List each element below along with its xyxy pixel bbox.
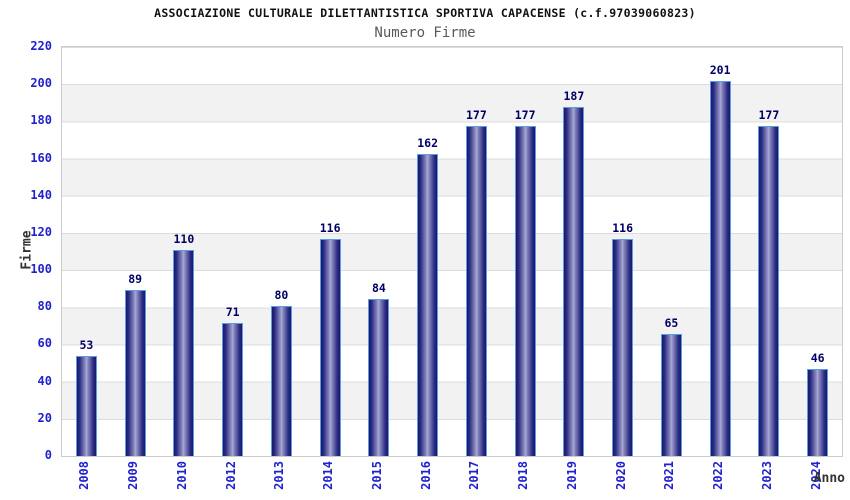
bar-2017[interactable]: [465, 126, 487, 456]
x-tick-label-2015: 2015: [369, 461, 384, 490]
y-tick-label: 80: [37, 299, 52, 314]
bar-value-label: 71: [225, 305, 240, 319]
chart-subtitle: Numero Firme: [374, 25, 476, 41]
bar-2021[interactable]: [660, 334, 682, 456]
bar-value-label: 84: [371, 281, 386, 295]
x-tick-label-2009: 2009: [126, 461, 141, 490]
x-tick-label-2023: 2023: [759, 461, 774, 490]
y-tick-label: 200: [30, 76, 52, 91]
bar-value-label: 116: [319, 221, 341, 235]
bar-value-label: 65: [664, 316, 679, 330]
bar-2008[interactable]: [75, 356, 97, 456]
bar-value-label: 89: [128, 272, 143, 286]
x-tick-label-2020: 2020: [613, 461, 628, 490]
bar-2020[interactable]: [612, 239, 634, 456]
y-tick-label: 100: [30, 262, 52, 277]
x-tick-label-2022: 2022: [711, 461, 726, 490]
x-tick-label-2014: 2014: [321, 461, 336, 490]
bar-value-label: 177: [514, 108, 536, 122]
bar-value-label: 177: [758, 108, 780, 122]
y-tick-label: 0: [44, 448, 52, 462]
bar-2015[interactable]: [368, 299, 390, 456]
bar-value-label: 80: [274, 288, 289, 302]
bar-2009[interactable]: [124, 290, 146, 456]
x-tick-label-2021: 2021: [662, 461, 677, 490]
bar-value-label: 201: [709, 63, 731, 77]
plot-area: 53 89 110 71 80 116 84 162 177 177 187 116 65 201 177 4…: [61, 46, 843, 457]
x-tick-label-2019: 2019: [564, 461, 579, 490]
bar-2024[interactable]: [807, 369, 829, 456]
bar-value-label: 162: [417, 136, 439, 150]
bar-value-label: 46: [810, 351, 825, 365]
bar-value-label: 110: [173, 232, 195, 246]
bar-2014[interactable]: [319, 239, 341, 456]
bar-2022[interactable]: [709, 81, 731, 456]
bar-2018[interactable]: [514, 126, 536, 456]
y-tick-label: 120: [30, 224, 52, 239]
bar-2010[interactable]: [173, 250, 195, 456]
bar-value-label: 177: [465, 108, 487, 122]
x-tick-label-2010: 2010: [174, 461, 189, 490]
x-tick-label-2017: 2017: [467, 461, 482, 490]
y-tick-label: 180: [30, 113, 52, 128]
y-tick-label: 140: [30, 187, 52, 202]
bar-2016[interactable]: [417, 154, 439, 456]
bar-2013[interactable]: [270, 306, 292, 456]
x-tick-label-2012: 2012: [223, 461, 238, 490]
x-axis-title: Anno: [813, 471, 845, 486]
bar-value-label: 116: [612, 221, 634, 235]
bar-2012[interactable]: [222, 323, 244, 456]
chart-title: ASSOCIAZIONE CULTURALE DILETTANTISTICA S…: [154, 6, 696, 20]
y-tick-label: 20: [37, 410, 52, 425]
bar-value-label: 187: [563, 89, 585, 103]
bar-2019[interactable]: [563, 107, 585, 456]
y-tick-label: 160: [30, 150, 52, 165]
x-tick-label-2018: 2018: [516, 461, 531, 490]
bar-value-label: 53: [79, 338, 94, 352]
y-tick-label: 40: [37, 373, 52, 388]
bar-2023[interactable]: [758, 126, 780, 456]
x-tick-label-2013: 2013: [272, 461, 287, 490]
x-tick-label-2016: 2016: [418, 461, 433, 490]
y-tick-label: 60: [37, 336, 52, 351]
x-tick-label-2008: 2008: [77, 461, 92, 490]
y-tick-label: 220: [30, 39, 52, 53]
